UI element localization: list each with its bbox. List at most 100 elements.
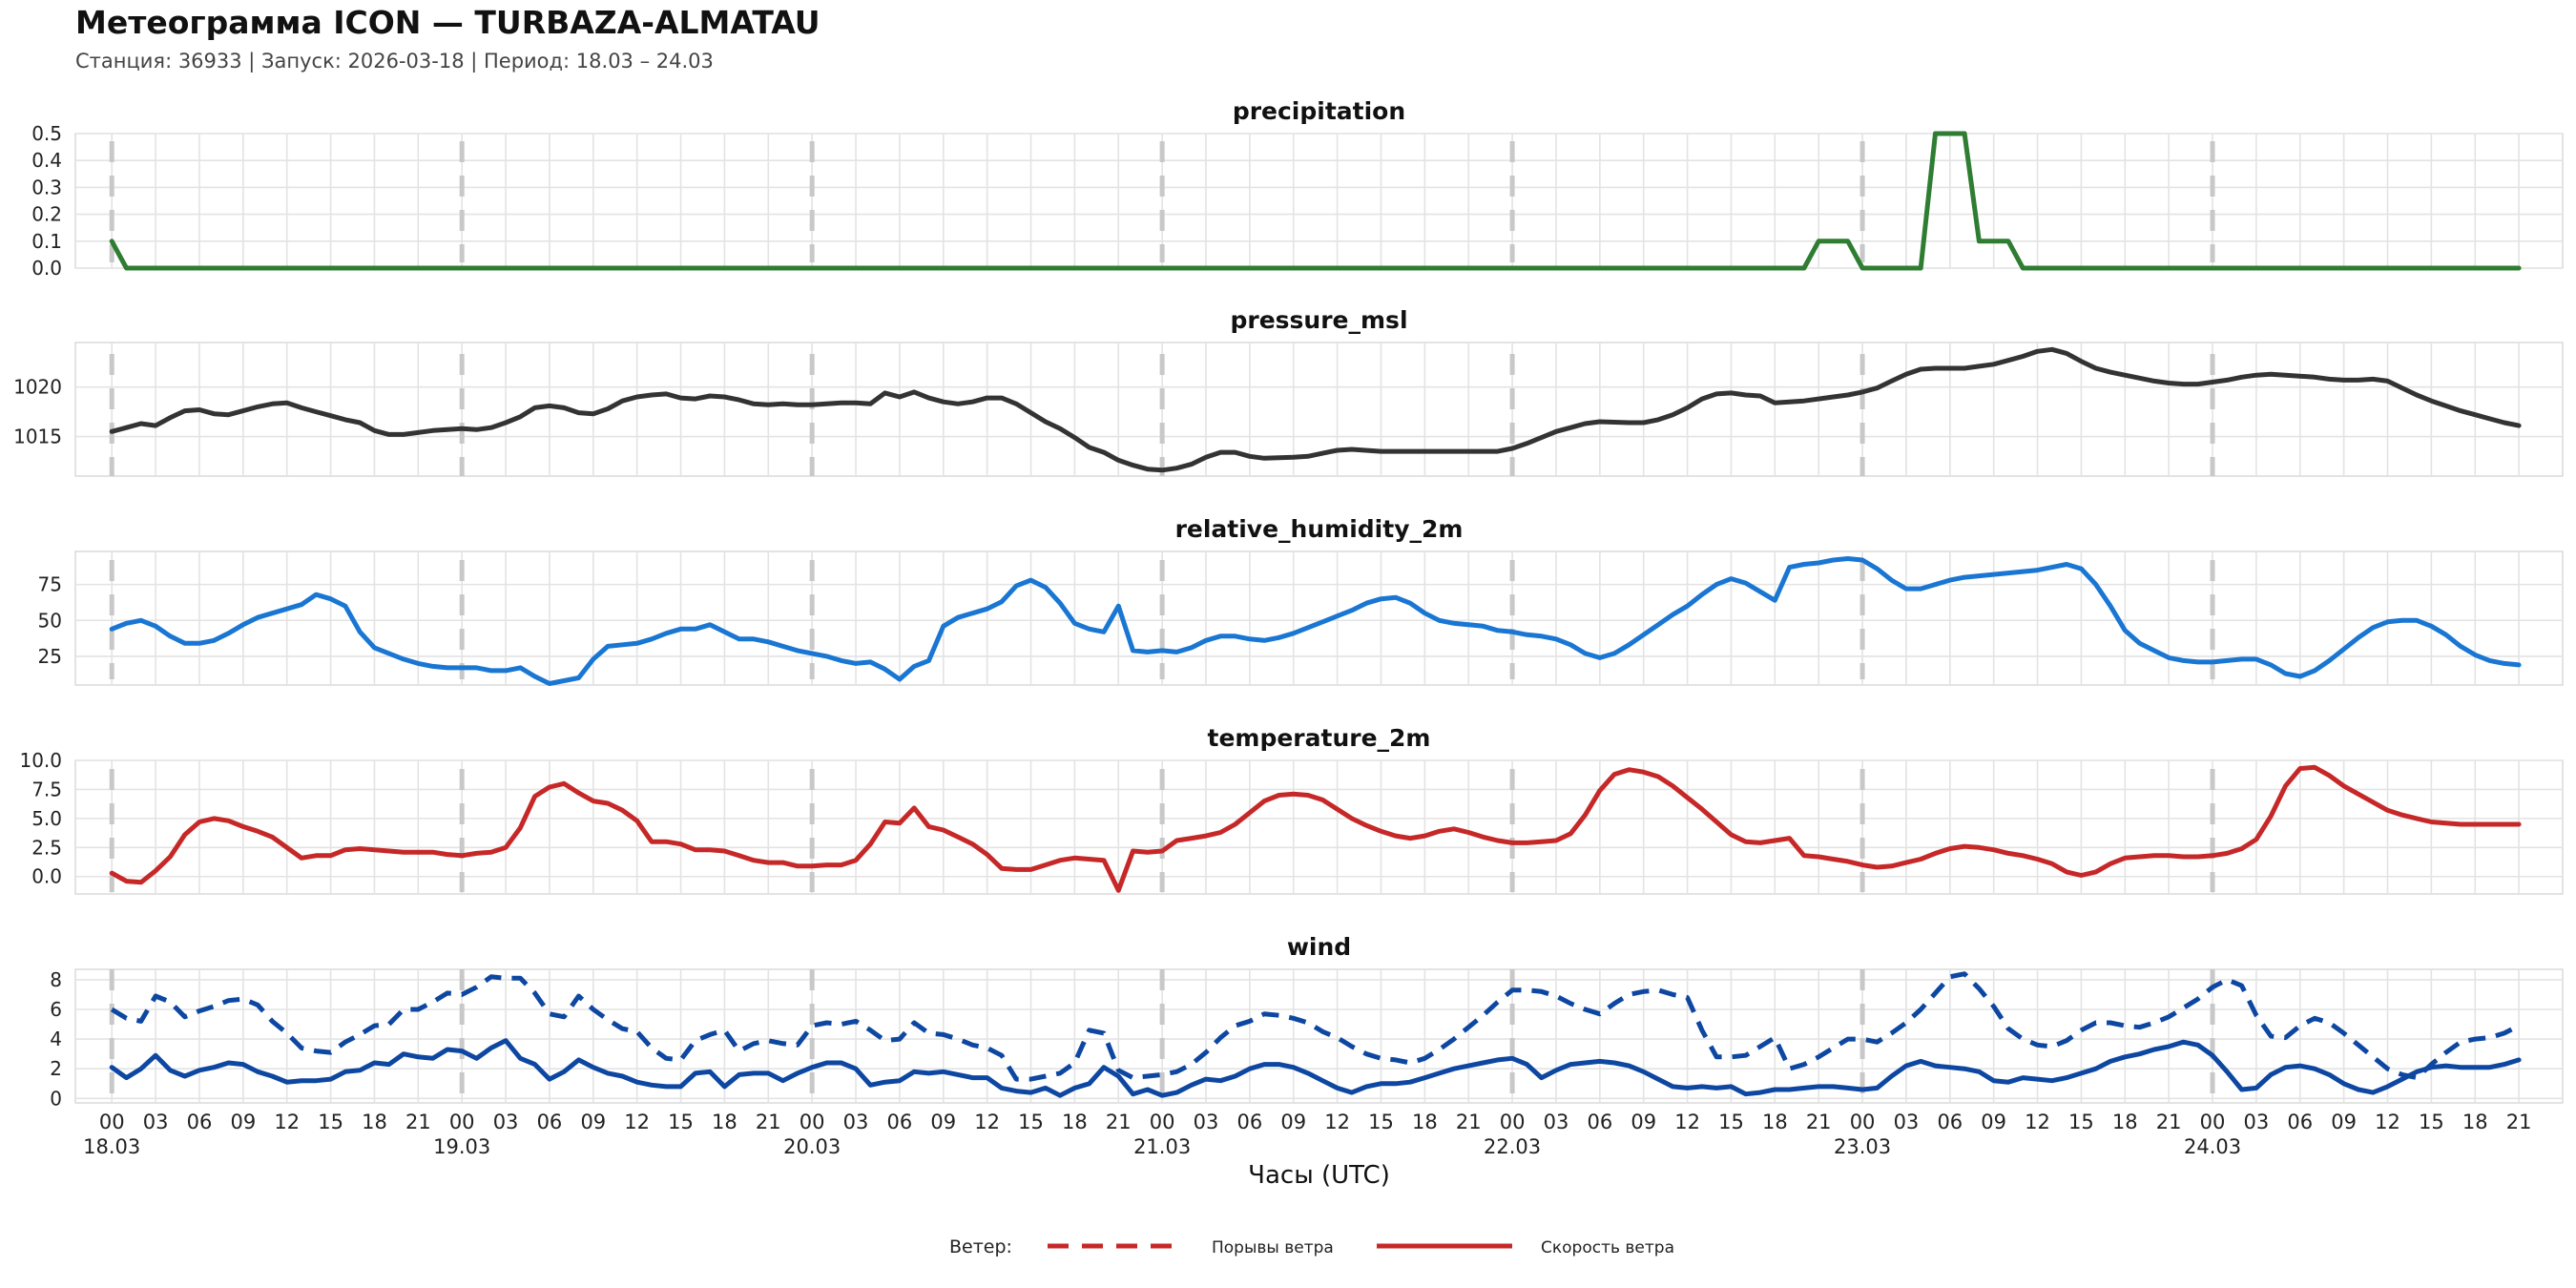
x-tick-label: 15 xyxy=(1718,1111,1744,1133)
x-tick-label: 09 xyxy=(1631,1111,1656,1133)
x-tick-label: 18 xyxy=(1412,1111,1438,1133)
x-tick-label: 06 xyxy=(187,1111,213,1133)
x-tick-label: 09 xyxy=(1280,1111,1306,1133)
legend-title: Ветер: xyxy=(949,1236,1012,1257)
x-tick-label: 03 xyxy=(843,1111,869,1133)
x-tick-label: 00 xyxy=(1850,1111,1876,1133)
y-tick-label: 4 xyxy=(50,1028,62,1050)
x-tick-label: 03 xyxy=(2244,1111,2270,1133)
panel-title: relative_humidity_2m xyxy=(1175,515,1464,543)
panel-relative_humidity_2m: 25 50 75 relative_humidity_2m xyxy=(38,515,2564,686)
x-tick-label: 03 xyxy=(1894,1111,1920,1133)
y-tick-label: 0.4 xyxy=(31,149,62,172)
x-day-label: 22.03 xyxy=(1484,1135,1541,1158)
y-tick-label: 10.0 xyxy=(19,749,62,772)
panel-title: temperature_2m xyxy=(1208,724,1431,752)
page-title: Метеограмма ICON — TURBAZA-ALMATAU xyxy=(75,4,821,41)
x-day-label: 20.03 xyxy=(783,1135,841,1158)
x-tick-label: 00 xyxy=(1150,1111,1175,1133)
x-day-label: 18.03 xyxy=(83,1135,140,1158)
series-line-pressure_msl xyxy=(109,346,2522,473)
x-tick-label: 15 xyxy=(2419,1111,2444,1133)
x-tick-label: 09 xyxy=(580,1111,606,1133)
x-tick-label: 18 xyxy=(1762,1111,1788,1133)
x-tick-label: 18 xyxy=(712,1111,737,1133)
y-tick-label: 0.2 xyxy=(31,203,62,226)
panel-title: precipitation xyxy=(1233,97,1405,125)
x-tick-label: 09 xyxy=(230,1111,256,1133)
x-tick-label: 00 xyxy=(449,1111,475,1133)
x-tick-label: 03 xyxy=(143,1111,169,1133)
x-tick-label: 03 xyxy=(493,1111,519,1133)
panel-title: pressure_msl xyxy=(1230,306,1407,334)
x-tick-label: 06 xyxy=(887,1111,913,1133)
x-day-label: 24.03 xyxy=(2184,1135,2241,1158)
y-tick-label: 0.3 xyxy=(31,176,62,198)
x-tick-label: 09 xyxy=(2331,1111,2357,1133)
x-tick-label: 12 xyxy=(2375,1111,2400,1133)
plot-frame xyxy=(74,968,2564,1104)
plot-frame xyxy=(74,133,2564,269)
x-tick-label: 18 xyxy=(1062,1111,1088,1133)
x-axis-title: Часы (UTC) xyxy=(1248,1161,1390,1190)
x-day-label: 19.03 xyxy=(433,1135,490,1158)
x-axis: 00 03 06 09 12 15 18 21 00 03 06 09 12 15 18 21 00 03 06 09… xyxy=(83,1111,2531,1190)
y-tick-label: 6 xyxy=(50,998,62,1021)
series-line-Порывы ветра xyxy=(110,971,2521,1082)
series-line-relative_humidity_2m xyxy=(109,556,2522,686)
x-tick-label: 09 xyxy=(1981,1111,2006,1133)
x-tick-label: 18 xyxy=(2112,1111,2138,1133)
y-tick-label: 8 xyxy=(50,968,62,991)
x-tick-label: 06 xyxy=(537,1111,563,1133)
y-tick-label: 0.0 xyxy=(31,257,62,280)
x-tick-label: 03 xyxy=(1544,1111,1569,1133)
series-line-Скорость ветра xyxy=(109,1038,2522,1098)
y-tick-label: 2 xyxy=(50,1057,62,1080)
y-tick-label: 1020 xyxy=(13,376,62,399)
y-tick-label: 0.0 xyxy=(31,865,62,888)
y-tick-label: 50 xyxy=(38,609,62,632)
y-tick-label: 2.5 xyxy=(31,836,62,859)
x-tick-label: 06 xyxy=(1587,1111,1612,1133)
x-tick-label: 06 xyxy=(1237,1111,1263,1133)
x-tick-label: 12 xyxy=(974,1111,1000,1133)
y-tick-label: 7.5 xyxy=(31,778,62,800)
panel-precipitation: 0.0 0.1 0.2 0.3 0.4 0.5 precipitation xyxy=(31,97,2564,280)
x-tick-label: 18 xyxy=(2462,1111,2488,1133)
y-tick-label: 1015 xyxy=(13,426,62,448)
x-tick-label: 12 xyxy=(1324,1111,1350,1133)
x-day-label: 23.03 xyxy=(1834,1135,1891,1158)
panel-wind: 0 2 4 6 8 wind xyxy=(50,933,2564,1110)
x-tick-label: 15 xyxy=(668,1111,694,1133)
y-tick-label: 25 xyxy=(38,645,62,668)
y-tick-label: 75 xyxy=(38,573,62,596)
panel-temperature_2m: 0.0 2.5 5.0 7.5 10.0 temperature_2m xyxy=(19,724,2564,895)
y-tick-label: 0.1 xyxy=(31,230,62,253)
x-tick-label: 15 xyxy=(1368,1111,1394,1133)
x-tick-label: 21 xyxy=(405,1111,431,1133)
x-tick-label: 21 xyxy=(1456,1111,1482,1133)
series-line-precipitation xyxy=(109,131,2522,271)
panel-pressure_msl: 1015 1020 pressure_msl xyxy=(13,306,2564,477)
legend-gusts-label: Порывы ветра xyxy=(1212,1238,1334,1257)
x-tick-label: 15 xyxy=(1018,1111,1044,1133)
plot-frame xyxy=(74,759,2564,895)
x-tick-label: 06 xyxy=(1937,1111,1963,1133)
y-tick-label: 0 xyxy=(50,1087,62,1110)
y-tick-label: 5.0 xyxy=(31,807,62,830)
x-tick-label: 00 xyxy=(99,1111,125,1133)
x-tick-label: 12 xyxy=(2025,1111,2050,1133)
x-tick-label: 09 xyxy=(930,1111,956,1133)
x-tick-label: 21 xyxy=(1106,1111,1132,1133)
series-line-temperature_2m xyxy=(109,764,2522,893)
x-tick-label: 06 xyxy=(2287,1111,2313,1133)
x-tick-label: 00 xyxy=(2200,1111,2226,1133)
x-tick-label: 21 xyxy=(2156,1111,2182,1133)
x-tick-label: 12 xyxy=(274,1111,300,1133)
y-tick-label: 0.5 xyxy=(31,122,62,145)
x-tick-label: 00 xyxy=(800,1111,825,1133)
x-day-label: 21.03 xyxy=(1133,1135,1191,1158)
x-tick-label: 15 xyxy=(318,1111,343,1133)
